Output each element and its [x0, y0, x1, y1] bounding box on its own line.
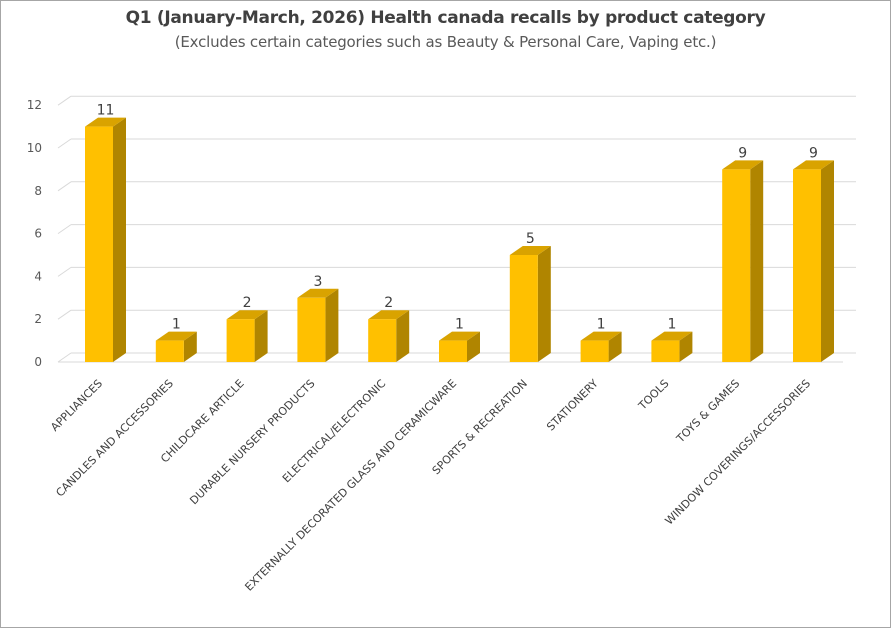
- data-label: 2: [384, 295, 393, 311]
- bar-side: [325, 288, 339, 362]
- bar-top: [439, 331, 480, 341]
- bar: [580, 340, 609, 362]
- data-label: 2: [243, 295, 252, 311]
- data-label: 1: [172, 317, 181, 333]
- bar-top: [155, 331, 197, 341]
- data-label: 5: [526, 231, 535, 247]
- bar-side: [396, 310, 410, 362]
- bar: [85, 126, 113, 362]
- gridline-depth: [57, 138, 72, 149]
- category-label: APPLIANCES: [48, 377, 105, 434]
- y-tick-label: 12: [27, 98, 42, 112]
- bar-side: [608, 331, 622, 362]
- bar: [793, 169, 821, 362]
- gridline-depth: [57, 95, 72, 106]
- bar-side: [679, 331, 693, 362]
- y-tick-label: 2: [34, 312, 42, 326]
- gridline-depth: [57, 352, 72, 363]
- category-label: TOOLS: [635, 377, 671, 413]
- gridline-depth: [57, 181, 72, 192]
- data-label: 3: [313, 274, 322, 290]
- bar-top: [793, 160, 834, 170]
- bar: [226, 319, 255, 362]
- category-label: DURABLE NURSERY PRODUCTS: [187, 377, 317, 507]
- bar-side: [254, 310, 268, 362]
- bar-top: [509, 246, 551, 255]
- chart-title: Q1 (January-March, 2026) Health canada r…: [125, 8, 766, 28]
- bar: [722, 169, 751, 362]
- bar-top: [580, 331, 622, 341]
- bar: [297, 297, 326, 362]
- bar-side: [467, 331, 480, 362]
- category-label: CANDLES AND ACCESSORIES: [53, 377, 176, 500]
- y-tick-label: 0: [34, 355, 42, 369]
- bar: [509, 255, 538, 362]
- data-label: 9: [738, 145, 747, 161]
- gridline-depth: [57, 309, 72, 320]
- bar-top: [85, 117, 126, 127]
- data-label: 1: [597, 317, 606, 333]
- y-tick-label: 10: [27, 141, 42, 155]
- bar-top: [722, 160, 764, 170]
- bar-side: [750, 160, 764, 362]
- bar-top: [226, 310, 268, 320]
- bar-top: [297, 288, 339, 298]
- y-tick-label: 8: [34, 184, 42, 198]
- gridline-depth: [57, 266, 72, 277]
- category-label: STATIONERY: [544, 377, 601, 434]
- category-label: TOYS & GAMES: [673, 377, 742, 446]
- y-tick-label: 6: [34, 227, 42, 241]
- chart-subtitle: (Excludes certain categories such as Bea…: [174, 33, 717, 51]
- data-label: 9: [809, 145, 818, 161]
- bar: [439, 340, 467, 362]
- bar: [155, 340, 184, 362]
- data-label: 1: [667, 317, 676, 333]
- bar-top: [368, 310, 410, 320]
- gridline-depth: [57, 224, 72, 235]
- bar: [651, 340, 680, 362]
- data-label: 11: [97, 103, 115, 119]
- data-label: 1: [455, 317, 464, 333]
- bar-side: [821, 160, 834, 362]
- bar-top: [651, 331, 693, 341]
- bar-side: [183, 331, 197, 362]
- y-tick-label: 4: [34, 269, 42, 283]
- bar-side: [537, 246, 551, 362]
- bar: [368, 319, 397, 362]
- category-label: WINDOW COVERINGS/ACCESSORIES: [663, 377, 814, 528]
- bar-side: [113, 117, 126, 362]
